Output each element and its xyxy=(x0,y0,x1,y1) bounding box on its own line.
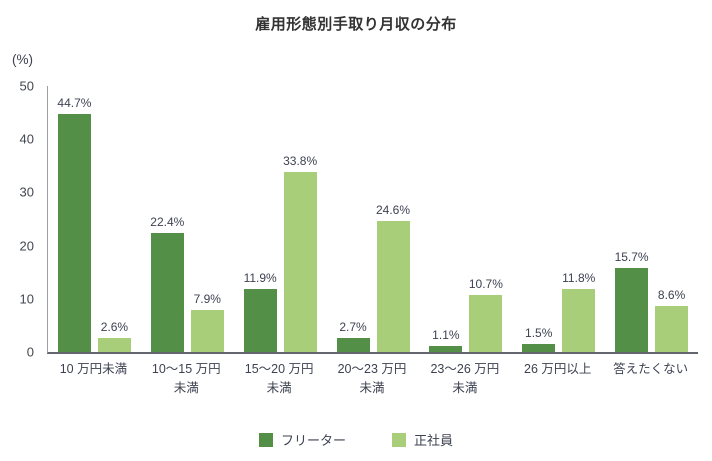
bar-freeter: 15.7% xyxy=(615,250,649,352)
bar-group: 44.7% 2.6% xyxy=(48,86,141,352)
bar-value-label: 44.7% xyxy=(57,96,92,111)
bar-value-label: 1.1% xyxy=(432,328,460,343)
bar-value-label: 15.7% xyxy=(614,250,649,265)
bar-group: 22.4% 7.9% xyxy=(141,86,234,352)
plot-area: 0 10 20 30 40 50 44.7% 2.6% 22.4% 7.9% 11.9% 33.8%… xyxy=(20,80,698,359)
legend: フリーター 正社員 xyxy=(0,430,712,449)
bar-value-label: 33.8% xyxy=(283,154,318,169)
bar-group: 1.5% 11.8% xyxy=(512,86,605,352)
bar-freeter: 44.7% xyxy=(57,96,91,352)
bar-seishain: 2.6% xyxy=(97,320,131,352)
bar-value-label: 1.5% xyxy=(525,326,553,341)
bar-value-label: 24.6% xyxy=(375,203,411,218)
x-axis-category-label: 20〜23 万円 未満 xyxy=(337,362,407,395)
legend-item-seishain: 正社員 xyxy=(392,430,453,449)
legend-label-seishain: 正社員 xyxy=(414,433,454,448)
legend-swatch-seishain xyxy=(392,432,406,447)
bar-freeter: 2.7% xyxy=(336,320,370,352)
y-axis-tick-label: 10 xyxy=(19,291,34,307)
bar-freeter: 11.9% xyxy=(244,271,277,352)
bar-value-label: 7.9% xyxy=(193,291,221,306)
bar-seishain: 8.6% xyxy=(655,288,689,352)
bar-value-label: 10.7% xyxy=(468,277,503,292)
x-axis: 10 万円未満 10〜15 万円 未満 15〜20 万円 未満 20〜23 万円 未満… xyxy=(47,360,697,398)
y-axis-unit-label: (%) xyxy=(12,52,33,67)
bar-seishain: 33.8% xyxy=(283,154,317,352)
y-axis-tick-label: 20 xyxy=(19,238,34,254)
bar-freeter: 1.1% xyxy=(429,328,463,352)
legend-label-freeter: フリーター xyxy=(280,433,346,448)
bar-group: 1.1% 10.7% xyxy=(419,86,512,352)
x-axis-category-label: 10〜15 万円 未満 xyxy=(151,362,221,395)
x-axis-category-label: 15〜20 万円 未満 xyxy=(244,362,314,395)
y-axis-tick-label: 30 xyxy=(19,184,34,200)
chart-title: 雇用形態別手取り月収の分布 xyxy=(255,16,457,33)
bar-freeter: 1.5% xyxy=(522,326,556,352)
x-axis-category-label: 26 万円以上 xyxy=(524,362,592,376)
legend-swatch-freeter xyxy=(258,432,273,447)
legend-item-freeter: フリーター xyxy=(258,430,346,449)
bar-seishain: 10.7% xyxy=(469,277,503,352)
bar-value-label: 2.7% xyxy=(339,319,367,334)
bar-value-label: 11.8% xyxy=(562,271,596,286)
bar-freeter: 22.4% xyxy=(150,215,184,352)
y-axis: 0 10 20 30 40 50 xyxy=(1,80,41,359)
y-axis-tick-label: 40 xyxy=(19,131,34,147)
x-axis-category-label: 答えたくない xyxy=(613,362,689,376)
y-axis-tick-label: 0 xyxy=(26,344,34,360)
bars-container: 44.7% 2.6% 22.4% 7.9% 11.9% 33.8% 2.7% 24.6% 1.1… xyxy=(48,86,698,352)
bar-value-label: 2.6% xyxy=(100,320,129,335)
bar-value-label: 8.6% xyxy=(657,288,686,303)
bar-seishain: 7.9% xyxy=(190,292,224,352)
bar-seishain: 11.8% xyxy=(562,271,595,352)
bar-group: 2.7% 24.6% xyxy=(327,86,420,352)
bar-value-label: 22.4% xyxy=(150,214,185,229)
x-axis-category-label: 23〜26 万円 未満 xyxy=(430,362,500,395)
bar-seishain: 24.6% xyxy=(376,203,410,352)
bar-group: 15.7% 8.6% xyxy=(605,86,698,352)
bar-group: 11.9% 33.8% xyxy=(234,86,327,352)
y-axis-tick-label: 50 xyxy=(19,78,34,94)
x-axis-category-label: 10 万円未満 xyxy=(59,362,128,376)
bar-value-label: 11.9% xyxy=(243,270,277,285)
